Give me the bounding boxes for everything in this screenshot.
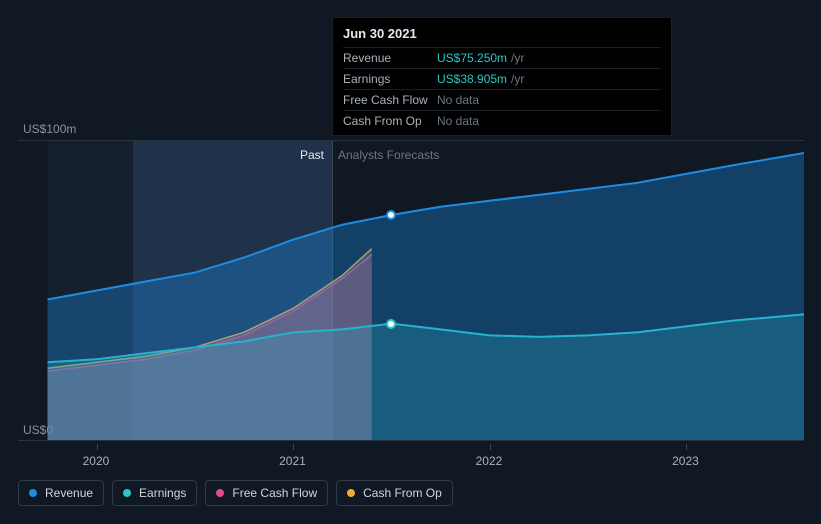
series-area (47, 153, 804, 440)
legend-item[interactable]: Free Cash Flow (205, 480, 328, 506)
legend-label: Cash From Op (363, 486, 442, 500)
legend-item[interactable]: Earnings (112, 480, 197, 506)
x-tick (293, 444, 294, 450)
x-tick (97, 444, 98, 450)
tooltip-row-label: Cash From Op (343, 114, 437, 128)
y-axis-label: US$100m (23, 122, 76, 136)
legend-label: Revenue (45, 486, 93, 500)
legend: Revenue Earnings Free Cash Flow Cash From O… (18, 480, 453, 506)
tooltip-row-label: Free Cash Flow (343, 93, 437, 107)
x-tick (686, 444, 687, 450)
x-axis-label: 2022 (476, 454, 503, 468)
tooltip-row-value: No data (437, 93, 479, 107)
tooltip-row: Cash From OpNo data (343, 110, 661, 131)
tooltip-row-value: US$75.250m (437, 51, 507, 65)
tooltip-row-label: Earnings (343, 72, 437, 86)
tooltip-row-label: Revenue (343, 51, 437, 65)
legend-item[interactable]: Revenue (18, 480, 104, 506)
chart-plot[interactable] (18, 141, 804, 440)
x-axis-label: 2020 (83, 454, 110, 468)
tooltip-row-value: US$38.905m (437, 72, 507, 86)
tooltip: Jun 30 2021 RevenueUS$75.250m/yrEarnings… (332, 17, 672, 136)
x-axis-label: 2021 (279, 454, 306, 468)
tooltip-title: Jun 30 2021 (343, 26, 661, 47)
legend-swatch (29, 489, 37, 497)
tooltip-row: RevenueUS$75.250m/yr (343, 47, 661, 68)
legend-swatch (123, 489, 131, 497)
series-marker (386, 319, 396, 329)
x-tick (490, 444, 491, 450)
legend-label: Free Cash Flow (232, 486, 317, 500)
tooltip-row: EarningsUS$38.905m/yr (343, 68, 661, 89)
legend-swatch (216, 489, 224, 497)
tooltip-row-unit: /yr (511, 72, 524, 86)
tooltip-row-unit: /yr (511, 51, 524, 65)
gridline (18, 440, 804, 441)
tooltip-row: Free Cash FlowNo data (343, 89, 661, 110)
legend-swatch (347, 489, 355, 497)
series-marker (386, 210, 396, 220)
legend-label: Earnings (139, 486, 186, 500)
legend-item[interactable]: Cash From Op (336, 480, 453, 506)
x-axis-label: 2023 (672, 454, 699, 468)
tooltip-row-value: No data (437, 114, 479, 128)
